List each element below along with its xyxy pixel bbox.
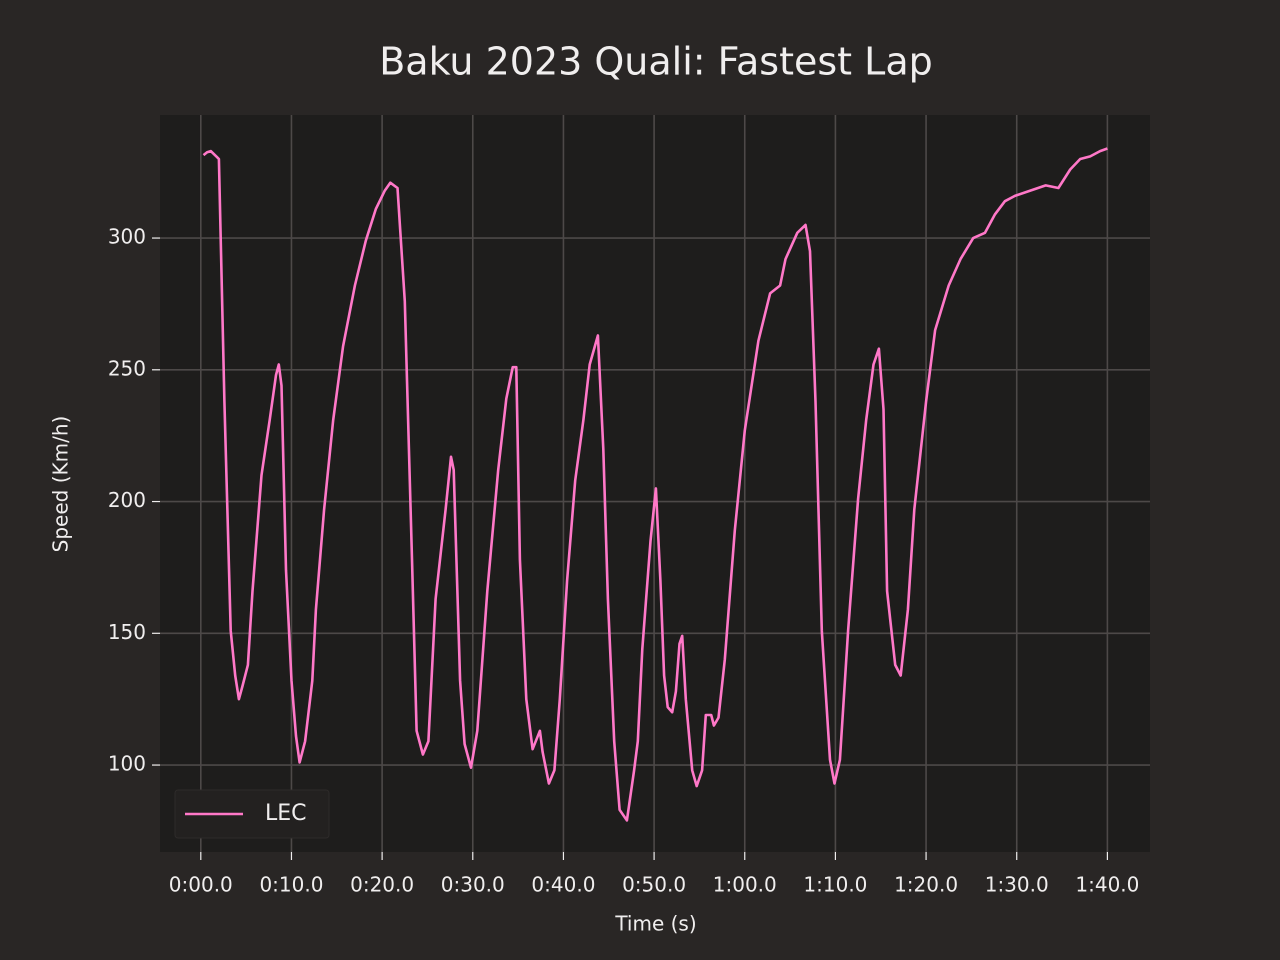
- legend: LEC: [174, 789, 330, 839]
- y-tick-label: 200: [108, 488, 146, 512]
- y-tick-label: 300: [108, 225, 146, 249]
- y-axis-label: Speed (Km/h): [49, 416, 73, 553]
- x-tick-label: 1:30.0: [985, 873, 1049, 897]
- chart-title: Baku 2023 Quali: Fastest Lap: [379, 40, 933, 84]
- line: [202, 147, 1108, 822]
- plot-area: [160, 115, 1150, 852]
- x-tick-label: 1:10.0: [803, 873, 867, 897]
- x-tick-label: 0:20.0: [350, 873, 414, 897]
- x-tick-label: 0:40.0: [531, 873, 595, 897]
- x-tick-label: 0:30.0: [441, 873, 505, 897]
- x-axis-label: Time (s): [614, 912, 696, 936]
- x-tick-label: 0:00.0: [169, 873, 233, 897]
- legend-label: LEC: [265, 801, 307, 826]
- x-tick-label: 1:00.0: [713, 873, 777, 897]
- marks: [202, 147, 1108, 822]
- x-tick-label: 1:20.0: [894, 873, 958, 897]
- y-tick-label: 250: [108, 356, 146, 380]
- x-tick-label: 0:50.0: [622, 873, 686, 897]
- x-tick-label: 1:40.0: [1075, 873, 1139, 897]
- legend-box: [174, 789, 330, 839]
- grid: 0:00.0 0:10.0 0:20.0 0:30.0 0:40.0 0:50.0 1:00…: [108, 115, 1150, 897]
- x-tick-label: 0:10.0: [259, 873, 323, 897]
- y-tick-label: 100: [108, 752, 146, 776]
- y-tick-label: 150: [108, 620, 146, 644]
